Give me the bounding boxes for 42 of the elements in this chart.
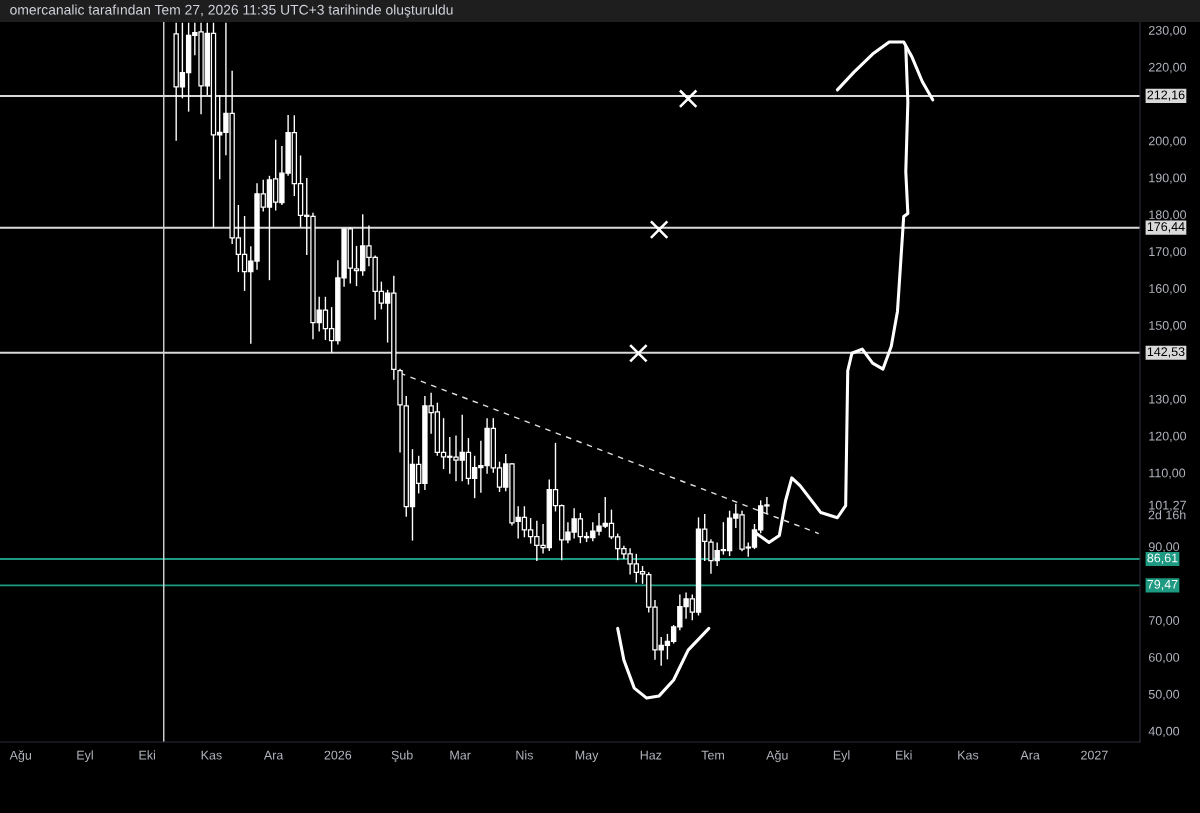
text: omercanalic tarafından Tem 27, 2026 11:35 UTC+3 tarihinde oluşturuldu: [10, 4, 453, 18]
y-tick-label: 190,00: [1149, 173, 1187, 184]
ref-line-label: 142,53: [1147, 347, 1185, 358]
y-tick-label: 160,00: [1149, 284, 1187, 295]
y-tick-label: 150,00: [1149, 321, 1187, 332]
y-tick-label: 180,00: [1149, 210, 1187, 221]
y-tick-label: 200,00: [1148, 136, 1187, 147]
y-tick-label: 220,00: [1148, 62, 1187, 74]
y-tick-label: 60,00: [1148, 652, 1180, 664]
ref-line-label: 176,44: [1147, 222, 1185, 233]
x-tick-label: Ağu: [9, 750, 32, 763]
x-tick-label: Mar: [450, 750, 471, 760]
y-tick-label: 40,00: [1148, 726, 1180, 738]
x-tick-label: 2027: [1081, 750, 1108, 760]
x-tick-label: 2026: [324, 750, 352, 760]
x-tick-label: Haz: [640, 750, 662, 760]
y-tick-label: 70,00: [1148, 616, 1180, 627]
y-tick-label: 170,00: [1149, 247, 1187, 258]
y-tick-label: 50,00: [1148, 689, 1180, 701]
ref-line-label: 212,16: [1147, 90, 1185, 101]
ref-line-label: 86,61: [1147, 553, 1178, 564]
x-tick-label: Şub: [391, 750, 413, 763]
y-tick-label: 110,00: [1149, 468, 1186, 479]
y-tick-label: 130,00: [1149, 394, 1187, 406]
x-tick-label: Tem: [701, 750, 724, 760]
x-tick-label: Eyl: [833, 750, 850, 762]
y-tick-label: 120,00: [1149, 431, 1187, 442]
x-tick-label: Kas: [958, 750, 979, 760]
x-tick-label: May: [575, 750, 599, 762]
x-tick-label: Ağu: [766, 750, 788, 763]
x-tick-label: Eki: [896, 750, 912, 760]
x-tick-label: Nis: [516, 750, 533, 760]
x-tick-label: Eyl: [77, 750, 93, 762]
x-tick-label: Ara: [263, 750, 284, 760]
x-tick-label: Eki: [139, 750, 155, 760]
y-tick-label: 101,27: [1149, 500, 1186, 512]
ref-line-label: 79,47: [1147, 579, 1178, 591]
y-tick-label: 230,00: [1148, 25, 1187, 37]
y-tick-label: 90,00: [1148, 542, 1180, 553]
x-tick-label: Ara: [1020, 750, 1040, 760]
text: 2d 16h: [1148, 510, 1186, 520]
x-tick-label: Kas: [201, 750, 222, 760]
